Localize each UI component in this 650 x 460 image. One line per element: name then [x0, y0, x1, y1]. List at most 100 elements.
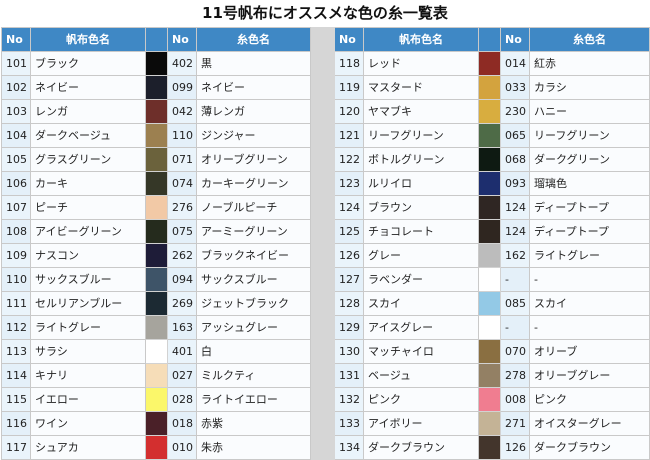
thread-no: 401	[167, 339, 197, 364]
thread-no: 042	[167, 99, 197, 124]
thread-color-name: アーミーグリーン	[196, 219, 311, 244]
color-swatch	[145, 291, 168, 316]
canvas-color-name: アイスグレー	[363, 315, 479, 340]
thread-color-name: オリーブ	[529, 339, 650, 364]
color-swatch	[145, 171, 168, 196]
thread-no: 162	[500, 243, 530, 268]
canvas-no: 116	[1, 411, 31, 436]
thread-color-name: ピンク	[529, 387, 650, 412]
table-row: 108 アイビーグリーン 075 アーミーグリーン 125 チョコレート 124 ディープトー…	[1, 219, 650, 244]
thread-color-table: No 帆布色名 No 糸色名 No 帆布色名 No 糸色名 101 ブラック 402…	[1, 27, 650, 460]
canvas-color-name: ラベンダー	[363, 267, 479, 292]
thread-no: 085	[500, 291, 530, 316]
header-thread-no: No	[500, 27, 530, 52]
table-row: 112 ライトグレー 163 アッシュグレー 129 アイスグレー - -	[1, 315, 650, 340]
color-swatch	[478, 147, 501, 172]
thread-color-name: リーフグリーン	[529, 123, 650, 148]
thread-no: 014	[500, 51, 530, 76]
color-swatch	[478, 219, 501, 244]
canvas-color-name: ワイン	[30, 411, 146, 436]
thread-no: -	[500, 267, 530, 292]
thread-color-name: ジェットブラック	[196, 291, 311, 316]
canvas-color-name: ピーチ	[30, 195, 146, 220]
canvas-no: 105	[1, 147, 31, 172]
canvas-no: 114	[1, 363, 31, 388]
canvas-color-name: レンガ	[30, 99, 146, 124]
color-swatch	[145, 267, 168, 292]
color-swatch	[145, 363, 168, 388]
canvas-color-name: グレー	[363, 243, 479, 268]
column-gap	[310, 99, 335, 124]
thread-no: 124	[500, 195, 530, 220]
canvas-no: 101	[1, 51, 31, 76]
thread-no: 070	[500, 339, 530, 364]
color-swatch	[145, 411, 168, 436]
column-gap	[310, 219, 335, 244]
thread-no: 094	[167, 267, 197, 292]
column-gap	[310, 27, 335, 52]
canvas-no: 127	[334, 267, 364, 292]
color-swatch	[145, 387, 168, 412]
table-row: 101 ブラック 402 黒 118 レッド 014 紅赤	[1, 51, 650, 76]
thread-color-name: オリーブグレー	[529, 363, 650, 388]
thread-color-name: -	[529, 315, 650, 340]
canvas-no: 122	[334, 147, 364, 172]
color-swatch	[478, 339, 501, 364]
column-gap	[310, 147, 335, 172]
canvas-no: 111	[1, 291, 31, 316]
color-swatch	[478, 75, 501, 100]
canvas-color-name: グラスグリーン	[30, 147, 146, 172]
thread-color-name: カラシ	[529, 75, 650, 100]
canvas-color-name: アイボリー	[363, 411, 479, 436]
thread-color-name: 瑠璃色	[529, 171, 650, 196]
canvas-no: 125	[334, 219, 364, 244]
thread-no: 271	[500, 411, 530, 436]
header-canvas-color: 帆布色名	[363, 27, 479, 52]
column-gap	[310, 291, 335, 316]
canvas-no: 121	[334, 123, 364, 148]
color-swatch	[478, 363, 501, 388]
canvas-color-name: サラシ	[30, 339, 146, 364]
color-swatch	[478, 171, 501, 196]
thread-color-name: ライトイエロー	[196, 387, 311, 412]
thread-color-name: 薄レンガ	[196, 99, 311, 124]
canvas-no: 129	[334, 315, 364, 340]
canvas-color-name: ライトグレー	[30, 315, 146, 340]
thread-color-name: スカイ	[529, 291, 650, 316]
color-swatch	[145, 75, 168, 100]
color-swatch	[478, 411, 501, 436]
canvas-color-name: ダークブラウン	[363, 435, 479, 460]
canvas-color-name: レッド	[363, 51, 479, 76]
canvas-no: 106	[1, 171, 31, 196]
thread-color-name: 赤紫	[196, 411, 311, 436]
canvas-color-name: ピンク	[363, 387, 479, 412]
thread-color-name: 白	[196, 339, 311, 364]
thread-no: 027	[167, 363, 197, 388]
canvas-no: 134	[334, 435, 364, 460]
thread-color-name: 黒	[196, 51, 311, 76]
table-row: 111 セルリアンブルー 269 ジェットブラック 128 スカイ 085 スカイ	[1, 291, 650, 316]
thread-no: -	[500, 315, 530, 340]
canvas-color-name: スカイ	[363, 291, 479, 316]
thread-color-name: ノーブルピーチ	[196, 195, 311, 220]
header-no: No	[334, 27, 364, 52]
table-row: 106 カーキ 074 カーキーグリーン 123 ルリイロ 093 瑠璃色	[1, 171, 650, 196]
thread-color-name: ネイビー	[196, 75, 311, 100]
thread-no: 093	[500, 171, 530, 196]
canvas-no: 108	[1, 219, 31, 244]
canvas-color-name: チョコレート	[363, 219, 479, 244]
canvas-color-name: カーキ	[30, 171, 146, 196]
thread-color-name: ディープトープ	[529, 219, 650, 244]
header-row: No 帆布色名 No 糸色名 No 帆布色名 No 糸色名	[1, 27, 650, 52]
color-swatch	[478, 315, 501, 340]
color-swatch	[478, 291, 501, 316]
canvas-no: 133	[334, 411, 364, 436]
table-row: 113 サラシ 401 白 130 マッチャイロ 070 オリーブ	[1, 339, 650, 364]
thread-color-name: 朱赤	[196, 435, 311, 460]
table-row: 110 サックスブルー 094 サックスブルー 127 ラベンダー - -	[1, 267, 650, 292]
thread-no: 124	[500, 219, 530, 244]
color-swatch	[145, 123, 168, 148]
color-swatch	[145, 99, 168, 124]
canvas-color-name: ダークベージュ	[30, 123, 146, 148]
color-swatch	[145, 147, 168, 172]
